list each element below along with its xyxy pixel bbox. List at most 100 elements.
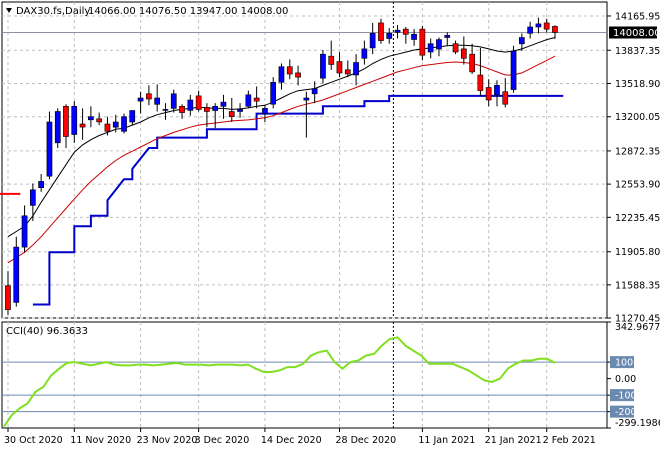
candle (552, 25, 558, 39)
bull-candle-body (237, 109, 243, 112)
bull-candle-body (262, 108, 268, 114)
time-tick-label: 14 Dec 2020 (261, 435, 322, 446)
candle (88, 106, 94, 128)
current-price-box (609, 26, 657, 39)
candle (411, 29, 417, 46)
bear-candle-body (452, 43, 459, 53)
bull-candle-body (29, 189, 36, 206)
bull-candle-body (411, 33, 417, 40)
bear-candle-body (295, 72, 301, 78)
candle (460, 36, 467, 65)
support-line (32, 94, 564, 306)
bear-candle-body (552, 26, 558, 33)
time-tick-label: 2 Feb 2021 (543, 435, 596, 446)
bull-candle-body (518, 37, 525, 45)
candle (112, 114, 119, 133)
bear-candle-body (402, 28, 409, 35)
price-tick-label: 13837.35 (615, 46, 660, 57)
bear-candle-body (477, 74, 484, 91)
bull-candle-body (494, 85, 500, 96)
price-series (0, 17, 564, 315)
candle (369, 22, 376, 55)
candle (79, 108, 86, 140)
bull-candle-body (427, 43, 434, 53)
candle (535, 17, 542, 34)
candle (353, 54, 359, 86)
candle (444, 32, 451, 46)
candle (54, 108, 61, 149)
symbol-timeframe: DAX30.fs,Daily (16, 6, 90, 17)
bull-candle-body (220, 101, 227, 107)
cci-level-box (610, 389, 634, 402)
candle (179, 104, 185, 119)
bull-candle-body (369, 32, 376, 49)
bull-candle-body (303, 97, 310, 101)
bear-candle-body (179, 106, 185, 113)
bear-candle-body (204, 107, 210, 112)
cci-panel[interactable]: CCI(40) 96.3633 (1, 321, 608, 429)
cci-tick-label: 0.00 (615, 374, 636, 385)
bear-candle-body (460, 48, 467, 59)
current-price-marker: 14008.00 (609, 26, 660, 39)
bull-candle-body (71, 106, 78, 135)
candle (477, 47, 484, 96)
time-tick-label: 11 Nov 2020 (70, 435, 131, 446)
candle (29, 183, 36, 222)
bear-candle-body (63, 106, 69, 137)
candle (253, 86, 260, 109)
price-tick-label: 13518.90 (615, 79, 660, 90)
candle (187, 94, 194, 116)
cci-tick-label: -299.1986 (615, 418, 660, 429)
candle (46, 111, 53, 180)
bear-candle-body (502, 91, 509, 105)
price-tick-label: 11270.45 (615, 314, 660, 325)
time-tick-label: 11 Jan 2021 (418, 435, 475, 446)
bear-candle-body (328, 55, 335, 65)
bull-candle-body (137, 97, 144, 102)
bear-candle-body (104, 123, 111, 132)
bull-candle-body (46, 121, 53, 177)
candle (320, 49, 326, 84)
bull-candle-body (444, 35, 451, 38)
bear-candle-body (286, 66, 293, 75)
bear-candle-body (228, 111, 235, 117)
bull-candle-body (535, 23, 542, 28)
bull-candle-body (162, 109, 169, 111)
panel-collapse-icon[interactable] (6, 8, 12, 13)
candle (195, 90, 202, 112)
candle (63, 104, 69, 149)
candle (96, 112, 102, 126)
bear-candle-body (253, 97, 260, 102)
candle (328, 40, 335, 70)
bull-candle-body (320, 53, 326, 79)
bull-candle-body (270, 82, 277, 105)
bull-candle-body (394, 29, 401, 33)
candle (452, 40, 459, 55)
candle (170, 89, 177, 113)
bull-candle-body (361, 48, 368, 59)
cci-tick-label: -100 (615, 391, 637, 402)
bull-candle-body (88, 116, 94, 121)
candle (394, 24, 401, 39)
bear-candle-body (378, 22, 384, 41)
candle (146, 85, 152, 106)
bull-candle-body (386, 32, 393, 39)
bull-candle-body (278, 66, 285, 83)
candle (21, 205, 28, 253)
price-tick-label: 11905.80 (615, 247, 660, 258)
bear-candle-body (419, 28, 426, 56)
price-tick-label: 13200.05 (615, 112, 660, 123)
bull-candle-body (187, 99, 194, 111)
bull-candle-body (510, 50, 517, 90)
price-panel[interactable]: DAX30.fs,Daily 14066.00 14076.50 13947.0… (0, 1, 608, 319)
price-tick-label: 12235.45 (615, 213, 660, 224)
candle (13, 236, 20, 307)
candle (419, 25, 426, 61)
bear-candle-body (146, 93, 152, 100)
cci-level-box (610, 356, 634, 369)
price-tick-label: 14165.95 (615, 11, 660, 22)
bull-candle-body (436, 39, 442, 50)
